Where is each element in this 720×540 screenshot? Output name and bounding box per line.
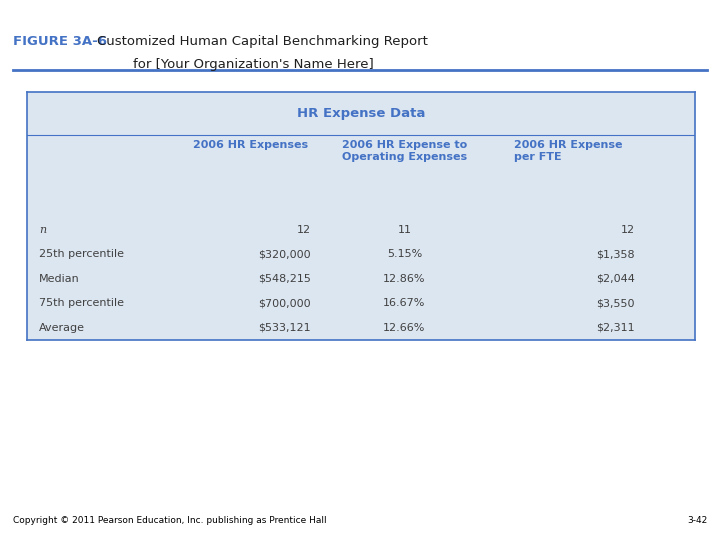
Text: 12: 12 bbox=[621, 225, 635, 234]
Text: 2006 HR Expenses: 2006 HR Expenses bbox=[194, 140, 308, 150]
Text: $700,000: $700,000 bbox=[258, 298, 311, 308]
Text: Average: Average bbox=[40, 323, 86, 333]
Text: 16.67%: 16.67% bbox=[383, 298, 426, 308]
Text: FIGURE 3A-6: FIGURE 3A-6 bbox=[13, 35, 107, 48]
Text: n: n bbox=[40, 225, 47, 234]
Text: $2,044: $2,044 bbox=[596, 274, 635, 284]
Text: $533,121: $533,121 bbox=[258, 323, 311, 333]
Text: $320,000: $320,000 bbox=[258, 249, 311, 259]
Text: 12: 12 bbox=[297, 225, 311, 234]
Text: 2006 HR Expense
per FTE: 2006 HR Expense per FTE bbox=[514, 140, 622, 162]
Text: 2006 HR Expense to
Operating Expenses: 2006 HR Expense to Operating Expenses bbox=[342, 140, 467, 162]
Text: 5.15%: 5.15% bbox=[387, 249, 422, 259]
Text: 11: 11 bbox=[397, 225, 411, 234]
Text: Customized Human Capital Benchmarking Report: Customized Human Capital Benchmarking Re… bbox=[97, 35, 428, 48]
Text: Copyright © 2011 Pearson Education, Inc. publishing as Prentice Hall: Copyright © 2011 Pearson Education, Inc.… bbox=[13, 516, 327, 525]
Text: $3,550: $3,550 bbox=[596, 298, 635, 308]
Text: HR Expense Data: HR Expense Data bbox=[297, 107, 426, 120]
Text: $548,215: $548,215 bbox=[258, 274, 311, 284]
Text: 12.66%: 12.66% bbox=[383, 323, 426, 333]
Text: 75th percentile: 75th percentile bbox=[40, 298, 125, 308]
Text: $2,311: $2,311 bbox=[596, 323, 635, 333]
Text: 12.86%: 12.86% bbox=[383, 274, 426, 284]
Text: Median: Median bbox=[40, 274, 80, 284]
Text: for [Your Organization's Name Here]: for [Your Organization's Name Here] bbox=[133, 58, 374, 71]
Text: $1,358: $1,358 bbox=[596, 249, 635, 259]
Text: 25th percentile: 25th percentile bbox=[40, 249, 125, 259]
Text: 3-42: 3-42 bbox=[687, 516, 707, 525]
